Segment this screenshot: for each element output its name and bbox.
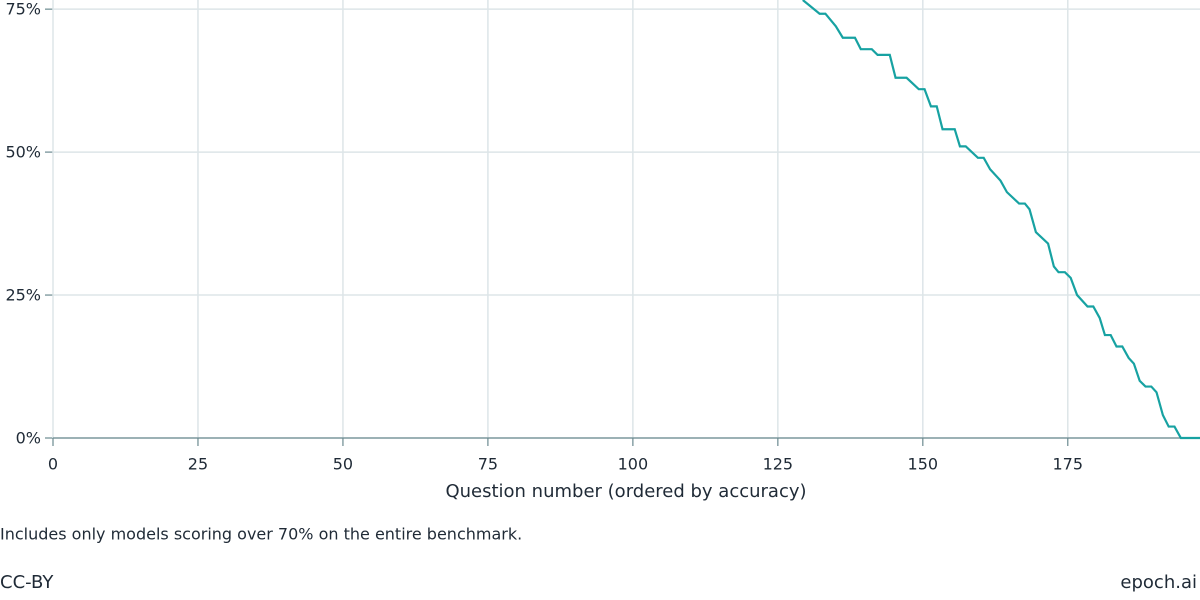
note: Includes only models scoring over 70% on… (0, 525, 522, 544)
license: CC-BY (0, 572, 54, 593)
x-tick-label: 175 (1053, 455, 1084, 474)
x-axis-label: Question number (ordered by accuracy) (445, 481, 806, 502)
x-tick-label: 125 (763, 455, 794, 474)
y-tick-label: 25% (5, 286, 41, 305)
y-tick-label: 50% (5, 143, 41, 162)
y-tick-label: 75% (5, 0, 41, 19)
x-tick-label: 25 (188, 455, 208, 474)
source: epoch.ai (1120, 572, 1197, 593)
data-line (802, 0, 1200, 440)
x-tick-label: 100 (618, 455, 649, 474)
y-tick-label: 0% (16, 429, 41, 448)
x-tick-label: 75 (478, 455, 498, 474)
x-tick-label: 150 (908, 455, 939, 474)
x-tick-label: 0 (48, 455, 58, 474)
x-tick-label: 50 (333, 455, 353, 474)
